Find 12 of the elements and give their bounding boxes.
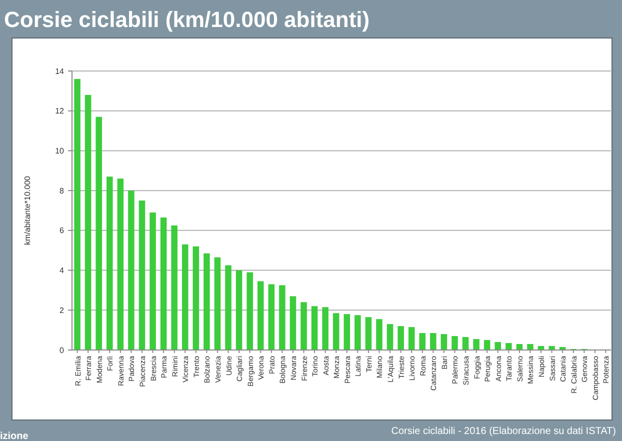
y-tick-label: 4 xyxy=(60,266,65,276)
y-axis-title: km/abitante*10.000 xyxy=(23,175,32,245)
y-tick-label: 14 xyxy=(55,66,65,76)
y-tick-label: 6 xyxy=(60,226,65,236)
y-tick-label: 0 xyxy=(60,346,65,355)
y-tick-label: 10 xyxy=(55,146,65,156)
y-tick-label: 12 xyxy=(55,106,65,116)
y-tick-label: 2 xyxy=(60,306,65,315)
text: izione xyxy=(0,431,29,441)
text: Corsie ciclabili - 2016 (Elaborazione su dati ISTAT) xyxy=(391,426,616,437)
y-tick-label: 8 xyxy=(60,186,65,196)
chart-title: Corsie ciclabili (km/10.000 abitanti) xyxy=(4,7,370,32)
